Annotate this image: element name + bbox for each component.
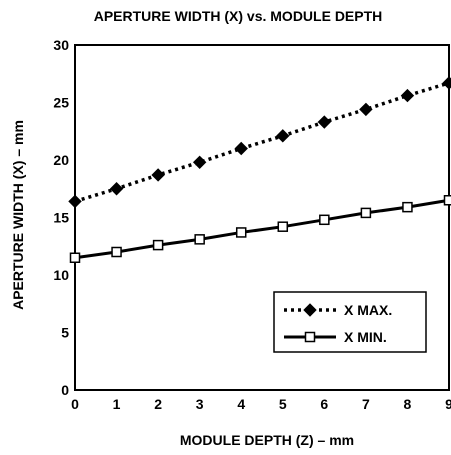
tick-labels: 0 1 2 3 4 5 6 7 8 9 0 5 10 15 20 25 30 [53, 37, 451, 412]
legend-label: X MAX. [344, 302, 392, 318]
data-point-square [360, 207, 372, 219]
data-point-square [402, 201, 413, 213]
y-tick-label: 5 [61, 325, 69, 341]
y-axis-label: APERTURE WIDTH (X) – mm [10, 120, 26, 310]
y-tick-label: 10 [53, 267, 69, 283]
data-point-diamond [400, 88, 415, 103]
data-point-square [319, 214, 330, 226]
data-point-diamond [234, 141, 248, 156]
x-tick-label: 0 [71, 396, 79, 412]
y-tick-label: 25 [53, 95, 69, 111]
legend-marker-diamond [303, 303, 317, 317]
series-line [74, 81, 450, 204]
data-point-diamond [151, 168, 165, 182]
x-tick-label: 1 [113, 396, 121, 412]
chart-title: APERTURE WIDTH (X) vs. MODULE DEPTH [94, 8, 383, 24]
data-point-diamond [276, 129, 290, 143]
x-tick-label: 4 [237, 396, 245, 412]
x-tick-label: 8 [404, 396, 412, 412]
x-axis-label: MODULE DEPTH (Z) – mm [180, 432, 354, 448]
data-point-diamond [109, 182, 124, 196]
data-point-square [194, 234, 205, 245]
legend-marker-square [304, 331, 316, 343]
x-tick-label: 6 [320, 396, 328, 412]
legend-item-x-min: X MIN. [284, 329, 387, 345]
x-tick-label: 9 [445, 396, 451, 412]
y-tick-label: 20 [53, 152, 69, 168]
legend: X MAX. X MIN. [273, 291, 427, 353]
data-point-diamond [442, 76, 451, 90]
data-point-diamond [359, 102, 373, 117]
series-x-max [68, 76, 451, 209]
data-point-square [443, 195, 451, 206]
data-point-square [111, 246, 122, 258]
x-tick-label: 2 [154, 396, 162, 412]
data-point-square [152, 239, 164, 251]
y-tick-label: 30 [53, 37, 69, 53]
legend-box [273, 291, 427, 353]
data-series [68, 76, 451, 263]
y-tick-label: 15 [53, 210, 69, 226]
data-point-square [277, 221, 289, 232]
x-tick-label: 3 [196, 396, 204, 412]
data-point-square [69, 252, 81, 263]
data-point-square [235, 227, 247, 238]
data-point-diamond [317, 115, 332, 129]
series-line [74, 198, 450, 260]
series-x-min [69, 195, 451, 263]
x-tick-label: 7 [362, 396, 370, 412]
x-tick-label: 5 [279, 396, 287, 412]
legend-label: X MIN. [344, 329, 387, 345]
data-point-diamond [68, 194, 82, 209]
data-point-diamond [192, 155, 207, 170]
y-tick-label: 0 [61, 382, 69, 398]
legend-item-x-max: X MAX. [284, 302, 392, 318]
